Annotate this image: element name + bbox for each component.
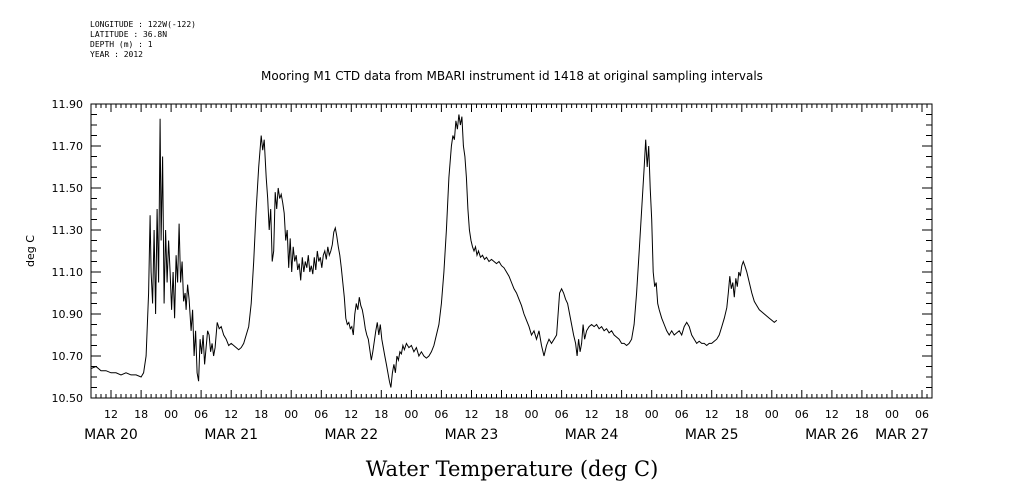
x-hour-label: 18 <box>615 408 629 421</box>
x-day-label: MAR 25 <box>685 427 739 443</box>
x-hour-label: 06 <box>314 408 328 421</box>
x-hour-label: 12 <box>585 408 599 421</box>
x-hour-label: 18 <box>374 408 388 421</box>
x-hour-label: 00 <box>164 408 178 421</box>
y-tick-label: 11.10 <box>52 266 84 279</box>
y-axis-label: deg C <box>24 235 37 267</box>
x-hour-label: 12 <box>465 408 479 421</box>
y-tick-label: 10.70 <box>52 350 84 363</box>
plot-frame <box>90 103 933 399</box>
x-hour-label: 00 <box>645 408 659 421</box>
y-tick-label: 11.90 <box>52 98 84 111</box>
x-axis-title: Water Temperature (deg C) <box>366 457 659 481</box>
longitude-label: LONGITUDE : 122W(-122) <box>90 20 196 29</box>
latitude-label: LATITUDE : 36.8N <box>90 30 168 39</box>
x-hour-label: 18 <box>855 408 869 421</box>
depth-label: DEPTH (m) : 1 <box>90 40 153 49</box>
x-hour-label: 18 <box>134 408 148 421</box>
x-hour-label: 00 <box>525 408 539 421</box>
x-day-label: MAR 26 <box>805 427 859 443</box>
x-day-label: MAR 23 <box>445 427 499 443</box>
x-hour-label: 00 <box>765 408 779 421</box>
x-hour-label: 06 <box>795 408 809 421</box>
x-hour-label: 00 <box>284 408 298 421</box>
x-hour-label: 18 <box>254 408 268 421</box>
temperature-line <box>90 114 778 388</box>
chart-title: Mooring M1 CTD data from MBARI instrumen… <box>261 69 763 83</box>
x-hour-label: 06 <box>555 408 569 421</box>
x-hour-label: 06 <box>434 408 448 421</box>
year-label: YEAR : 2012 <box>90 50 143 59</box>
x-hour-label: 12 <box>224 408 238 421</box>
y-tick-label: 11.50 <box>52 182 84 195</box>
x-hour-label: 18 <box>495 408 509 421</box>
series-group <box>90 114 778 388</box>
x-hour-label: 06 <box>915 408 929 421</box>
x-day-label: MAR 21 <box>204 427 258 443</box>
y-tick-label: 10.50 <box>52 392 84 405</box>
x-hour-label: 18 <box>735 408 749 421</box>
x-hour-label: 00 <box>885 408 899 421</box>
y-tick-label: 10.90 <box>52 308 84 321</box>
x-day-label: MAR 20 <box>84 427 138 443</box>
x-axis: 12 18 00 06 12 18 00 06 12 18 00 06 12 18 00 06 12 18 00 06… <box>84 104 933 443</box>
x-day-label: MAR 27 <box>875 427 929 443</box>
x-day-label: MAR 24 <box>565 427 619 443</box>
y-tick-label: 11.30 <box>52 224 84 237</box>
y-axis: 10.50 10.70 10.90 11.10 11.30 11.50 11.70 11.90 <box>52 98 932 405</box>
x-hour-label: 12 <box>825 408 839 421</box>
x-hour-label: 12 <box>104 408 118 421</box>
x-day-label: MAR 22 <box>324 427 378 443</box>
y-tick-label: 11.70 <box>52 140 84 153</box>
x-hour-label: 06 <box>675 408 689 421</box>
x-hour-label: 06 <box>194 408 208 421</box>
metadata-block: LONGITUDE : 122W(-122) LATITUDE : 36.8N … <box>90 20 196 60</box>
x-hour-label: 12 <box>344 408 358 421</box>
x-hour-label: 00 <box>404 408 418 421</box>
x-hour-label: 12 <box>705 408 719 421</box>
